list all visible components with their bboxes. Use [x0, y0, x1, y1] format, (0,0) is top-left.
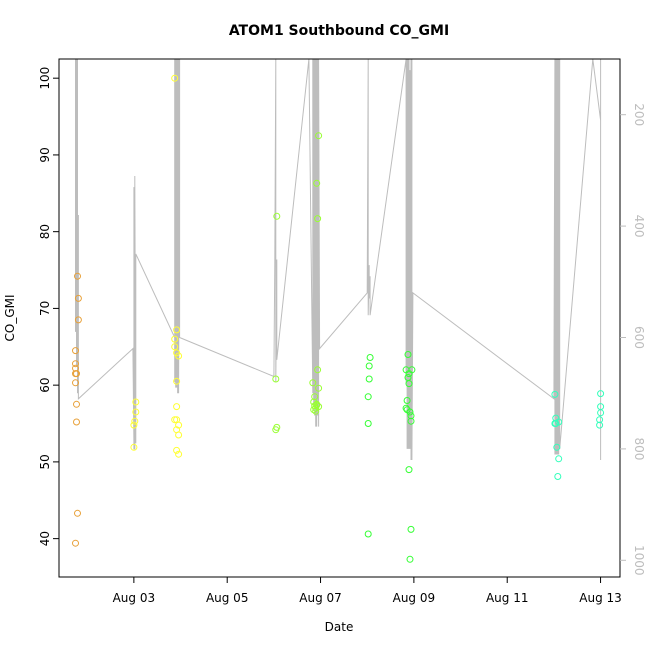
plot-frame	[58, 58, 621, 578]
data-point-series-5	[596, 416, 604, 424]
data-point-series-4	[402, 404, 410, 412]
secondary-line-layer	[75, 59, 602, 461]
data-point-series-4	[405, 380, 413, 388]
x-tick-label: Aug 09	[393, 591, 436, 605]
data-point-series-1	[72, 347, 79, 355]
data-point-series-4	[406, 555, 414, 563]
x-tick-label: Aug 13	[579, 591, 622, 605]
data-point-series-2	[171, 343, 179, 351]
data-point-series-5	[553, 443, 561, 451]
data-point-series-1	[73, 418, 80, 426]
y-axis: 40 50 60 70 80 90 100	[38, 67, 59, 546]
data-point-series-2	[171, 335, 179, 343]
data-point-series-2	[132, 398, 140, 406]
data-point-series-5	[554, 473, 562, 480]
data-point-series-2	[175, 421, 183, 429]
data-point-series-1	[74, 316, 82, 324]
data-point-series-4	[365, 362, 373, 370]
data-point-series-2	[173, 446, 181, 454]
x-tick-label: Aug 03	[113, 591, 156, 605]
data-point-series-1	[73, 370, 80, 378]
data-point-series-3	[273, 423, 281, 431]
data-point-series-3	[314, 366, 322, 374]
data-point-series-5	[597, 390, 605, 398]
x-axis-label: Date	[325, 620, 354, 634]
right-tick-label: 800	[632, 437, 646, 460]
data-point-series-1	[73, 400, 80, 408]
data-point-series-3	[315, 403, 323, 411]
y-tick-label: 90	[38, 147, 52, 162]
data-point-series-1	[74, 272, 81, 280]
y-tick-label: 40	[38, 531, 52, 546]
chart-title: ATOM1 Southbound CO_GMI	[229, 23, 449, 39]
data-point-series-2	[132, 408, 140, 416]
right-tick-label: 400	[632, 215, 646, 238]
data-point-series-3	[311, 393, 319, 401]
data-point-series-4	[405, 466, 413, 474]
data-point-series-3	[313, 401, 321, 409]
data-point-series-3	[315, 384, 323, 392]
y-tick-label: 50	[38, 454, 52, 469]
data-point-series-1	[72, 539, 79, 547]
data-point-series-2	[130, 443, 138, 451]
data-point-series-5	[555, 418, 563, 426]
data-point-series-5	[596, 421, 604, 429]
right-tick-label: 600	[632, 326, 646, 349]
data-point-series-4	[407, 412, 415, 420]
data-point-series-3	[315, 132, 323, 140]
data-point-series-4	[403, 397, 411, 404]
data-point-series-3	[272, 375, 280, 383]
data-point-series-3	[309, 379, 317, 387]
data-point-series-2	[173, 403, 181, 411]
data-point-series-1	[74, 509, 81, 517]
data-point-series-5	[555, 455, 563, 463]
data-point-series-2	[173, 377, 181, 385]
data-point-series-4	[407, 417, 415, 425]
data-point-series-3	[273, 212, 281, 220]
data-point-series-4	[408, 366, 416, 374]
points-layer	[72, 74, 605, 563]
data-point-series-3	[314, 215, 322, 223]
data-point-series-4	[364, 393, 372, 401]
right-axis: 200 400 600 800 1000	[620, 103, 646, 576]
right-tick-label: 200	[632, 103, 646, 126]
x-tick-label: Aug 11	[486, 591, 529, 605]
data-point-series-4	[364, 530, 372, 538]
x-tick-label: Aug 05	[206, 591, 249, 605]
y-tick-label: 100	[38, 67, 52, 90]
x-tick-label: Aug 07	[299, 591, 342, 605]
data-point-series-4	[406, 408, 414, 416]
x-axis: Aug 03 Aug 05 Aug 07 Aug 09 Aug 11 Aug 13	[113, 577, 622, 605]
data-point-series-2	[175, 431, 183, 439]
data-point-series-1	[72, 379, 79, 387]
data-point-series-1	[72, 364, 79, 372]
y-axis-label: CO_GMI	[3, 294, 17, 341]
data-point-series-2	[171, 74, 179, 82]
data-point-series-4	[366, 354, 374, 361]
data-point-series-2	[171, 416, 179, 424]
data-point-series-2	[131, 417, 139, 425]
data-point-series-2	[175, 450, 183, 458]
data-point-series-5	[551, 390, 559, 398]
data-point-series-4	[404, 351, 412, 358]
secondary-line	[75, 59, 602, 461]
data-point-series-4	[364, 420, 372, 427]
data-point-series-2	[175, 352, 183, 360]
data-point-series-4	[407, 525, 415, 533]
y-tick-label: 70	[38, 301, 52, 316]
data-point-series-3	[313, 179, 321, 187]
y-tick-label: 60	[38, 378, 52, 393]
data-point-series-4	[365, 375, 373, 383]
right-tick-label: 1000	[632, 545, 646, 576]
data-point-series-2	[173, 326, 181, 334]
data-point-series-2	[130, 421, 138, 429]
data-point-series-1	[72, 360, 79, 368]
data-point-series-5	[597, 409, 605, 417]
data-point-series-1	[74, 294, 82, 302]
y-tick-label: 80	[38, 224, 52, 239]
